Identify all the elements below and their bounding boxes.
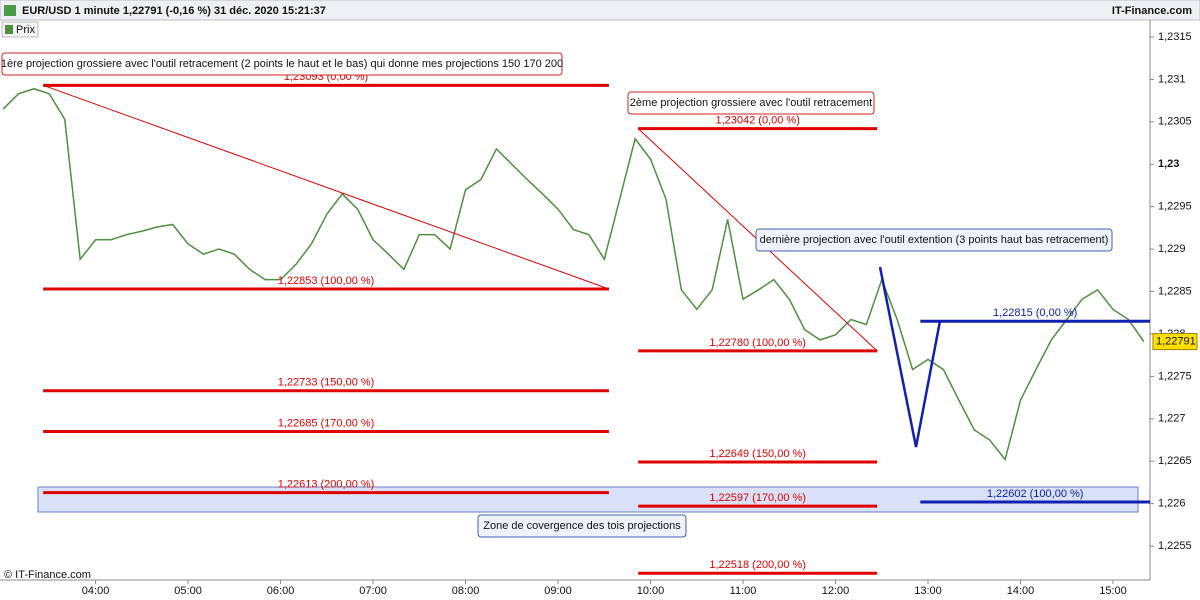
projection-label: 1,22518 (200,00 %) [709, 559, 806, 571]
convergence-zone [37, 486, 1139, 513]
projection-label: 1,22649 (150,00 %) [709, 448, 806, 460]
x-tick-label: 13:00 [914, 585, 942, 597]
last-price-box [1152, 333, 1198, 351]
x-tick-label: 14:00 [1007, 585, 1035, 597]
y-tick-label: 1,23 [1158, 158, 1179, 170]
y-tick-label: 1,2285 [1158, 285, 1192, 297]
projection-label: 1,22597 (170,00 %) [709, 492, 806, 504]
x-tick-label: 04:00 [82, 585, 110, 597]
x-tick-label: 07:00 [359, 585, 387, 597]
projection-label: 1,22602 (100,00 %) [987, 488, 1084, 500]
y-tick-label: 1,231 [1158, 73, 1186, 85]
header-bar [0, 0, 1200, 21]
last-price-label: 1,22791 [1156, 335, 1196, 347]
projection-label: 1,22853 (100,00 %) [278, 275, 375, 287]
footer: © IT-Finance.com [4, 569, 91, 581]
annotation: 1ère projection grossiere avec l'outil r… [1, 58, 563, 70]
x-tick-label: 10:00 [637, 585, 665, 597]
x-tick-label: 05:00 [174, 585, 202, 597]
y-tick-label: 1,227 [1158, 413, 1186, 425]
x-tick-label: 09:00 [544, 585, 572, 597]
annotation: dernière projection avec l'outil extenti… [760, 234, 1109, 246]
annotation-box [627, 91, 875, 115]
y-tick-label: 1,2265 [1158, 455, 1192, 467]
y-tick-label: 1,2305 [1158, 116, 1192, 128]
annotation-box [1, 52, 563, 76]
x-tick-label: 06:00 [267, 585, 295, 597]
projection-label: 1,22685 (170,00 %) [278, 417, 375, 429]
x-tick-label: 08:00 [452, 585, 480, 597]
projection-label: 1,22815 (0,00 %) [993, 307, 1077, 319]
projection-label: 1,22613 (200,00 %) [278, 479, 375, 491]
annotation: 2ème projection grossiere avec l'outil r… [630, 97, 872, 109]
y-tick-label: 1,2275 [1158, 370, 1192, 382]
site: IT-Finance.com [1112, 5, 1192, 17]
icon [4, 5, 16, 16]
title: EUR/USD 1 minute 1,22791 (-0,16 %) 31 dé… [22, 5, 326, 17]
annotation-box [755, 228, 1113, 252]
price-line [2, 87, 1145, 462]
x-tick-label: 12:00 [822, 585, 850, 597]
projection-label: 1,22780 (100,00 %) [709, 337, 806, 349]
y-tick-label: 1,226 [1158, 498, 1186, 510]
x-tick-label: 11:00 [730, 585, 757, 597]
projection-label: 1,22733 (150,00 %) [278, 377, 375, 389]
legend-label: Prix [16, 24, 35, 36]
y-tick-label: 1,2315 [1158, 31, 1192, 43]
trend-line [42, 84, 610, 290]
extension-zigzag [878, 266, 942, 448]
annotation: Zone de covergence des tois projections [483, 520, 681, 532]
y-tick-label: 1,229 [1158, 243, 1186, 255]
x-tick-label: 15:00 [1099, 585, 1127, 597]
y-tick-label: 1,2295 [1158, 201, 1192, 213]
projection-label: 1,23042 (0,00 %) [715, 115, 799, 127]
legend-swatch [5, 25, 13, 34]
y-tick-label: 1,2255 [1158, 540, 1192, 552]
annotation-box [477, 514, 687, 538]
